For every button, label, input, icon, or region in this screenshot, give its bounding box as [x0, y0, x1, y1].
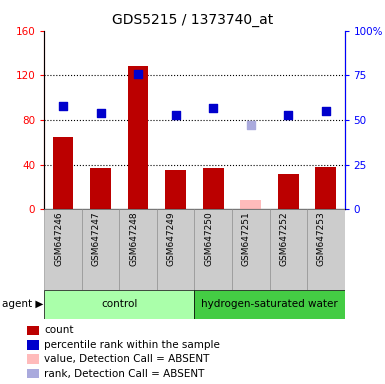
Bar	[44, 290, 194, 319]
Point	[210, 104, 216, 111]
Point	[285, 112, 291, 118]
Point	[135, 71, 141, 77]
Text: GSM647247: GSM647247	[92, 212, 100, 266]
Point	[248, 122, 254, 128]
Text: hydrogen-saturated water: hydrogen-saturated water	[201, 299, 338, 310]
Bar	[315, 167, 336, 209]
Bar	[44, 209, 82, 290]
Text: GSM647253: GSM647253	[317, 212, 326, 266]
Bar	[157, 209, 194, 290]
Bar	[82, 209, 119, 290]
Bar	[194, 209, 232, 290]
Text: GSM647251: GSM647251	[242, 212, 251, 266]
Bar	[119, 209, 157, 290]
Point	[97, 110, 104, 116]
Bar	[278, 174, 299, 209]
Bar	[53, 137, 74, 209]
Bar	[203, 168, 224, 209]
Point	[172, 112, 179, 118]
Point	[60, 103, 66, 109]
Text: GSM647246: GSM647246	[54, 212, 63, 266]
Bar	[27, 369, 39, 379]
Point	[323, 108, 329, 114]
Bar	[232, 209, 270, 290]
Text: GSM647250: GSM647250	[204, 212, 213, 266]
Bar	[270, 209, 307, 290]
Bar	[90, 168, 111, 209]
Text: rank, Detection Call = ABSENT: rank, Detection Call = ABSENT	[44, 369, 205, 379]
Text: GSM647252: GSM647252	[279, 212, 288, 266]
Text: percentile rank within the sample: percentile rank within the sample	[44, 340, 220, 350]
Text: agent ▶: agent ▶	[2, 299, 43, 310]
Bar	[194, 290, 345, 319]
Text: count: count	[44, 326, 74, 336]
Bar	[27, 340, 39, 350]
Text: GSM647249: GSM647249	[167, 212, 176, 266]
Text: value, Detection Call = ABSENT: value, Detection Call = ABSENT	[44, 354, 210, 364]
Bar	[27, 326, 39, 335]
Bar	[240, 200, 261, 209]
Text: control: control	[101, 299, 137, 310]
Bar	[307, 209, 345, 290]
Text: GSM647248: GSM647248	[129, 212, 138, 266]
Bar	[27, 354, 39, 364]
Bar	[128, 66, 149, 209]
Bar	[165, 170, 186, 209]
Text: GDS5215 / 1373740_at: GDS5215 / 1373740_at	[112, 13, 273, 27]
